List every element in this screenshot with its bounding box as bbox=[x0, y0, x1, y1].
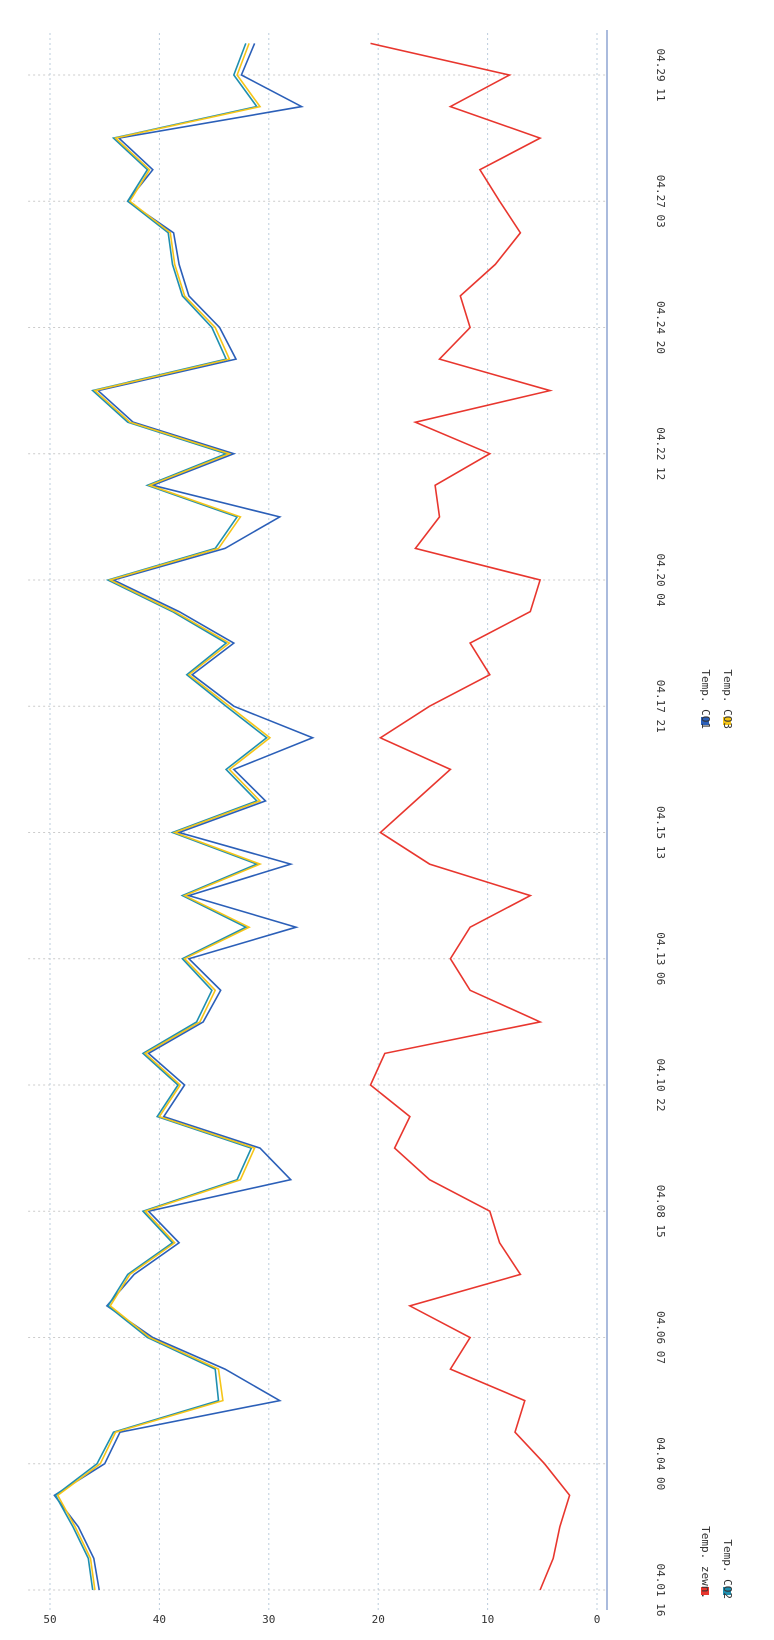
x-tick-label: 04.29 11 bbox=[654, 49, 667, 102]
x-tick-label: 04.20 04 bbox=[654, 554, 667, 607]
legend-swatch bbox=[723, 717, 731, 725]
legend-label: Temp. CO1 bbox=[699, 669, 712, 729]
y-tick-label: 0 bbox=[594, 1613, 601, 1626]
legend-label: Temp. CO3 bbox=[721, 669, 734, 729]
x-tick-label: 04.06 07 bbox=[654, 1311, 667, 1364]
series-line bbox=[54, 43, 268, 1591]
y-tick-label: 10 bbox=[481, 1613, 494, 1626]
legend-label: Temp. CO2 bbox=[721, 1539, 734, 1599]
x-tick-label: 04.15 13 bbox=[654, 806, 667, 859]
x-tick-label: 04.24 20 bbox=[654, 301, 667, 354]
series-line bbox=[369, 42, 571, 1591]
legend-swatch bbox=[701, 1587, 709, 1595]
legend-swatch bbox=[723, 1587, 731, 1595]
y-tick-label: 50 bbox=[43, 1613, 56, 1626]
y-tick-label: 30 bbox=[262, 1613, 275, 1626]
x-tick-label: 04.13 06 bbox=[654, 932, 667, 985]
legend-label: Temp. zewn. bbox=[699, 1526, 712, 1599]
x-tick-label: 04.01 16 bbox=[654, 1564, 667, 1617]
x-tick-label: 04.27 03 bbox=[654, 175, 667, 228]
legend-swatch bbox=[701, 717, 709, 725]
x-tick-label: 04.10 22 bbox=[654, 1059, 667, 1112]
y-tick-label: 20 bbox=[372, 1613, 385, 1626]
x-tick-label: 04.22 12 bbox=[654, 427, 667, 480]
series-line bbox=[56, 43, 272, 1591]
x-tick-label: 04.17 21 bbox=[654, 680, 667, 733]
x-tick-label: 04.04 00 bbox=[654, 1437, 667, 1490]
x-tick-label: 04.08 15 bbox=[654, 1185, 667, 1238]
y-tick-label: 40 bbox=[153, 1613, 166, 1626]
series-line bbox=[53, 43, 315, 1591]
